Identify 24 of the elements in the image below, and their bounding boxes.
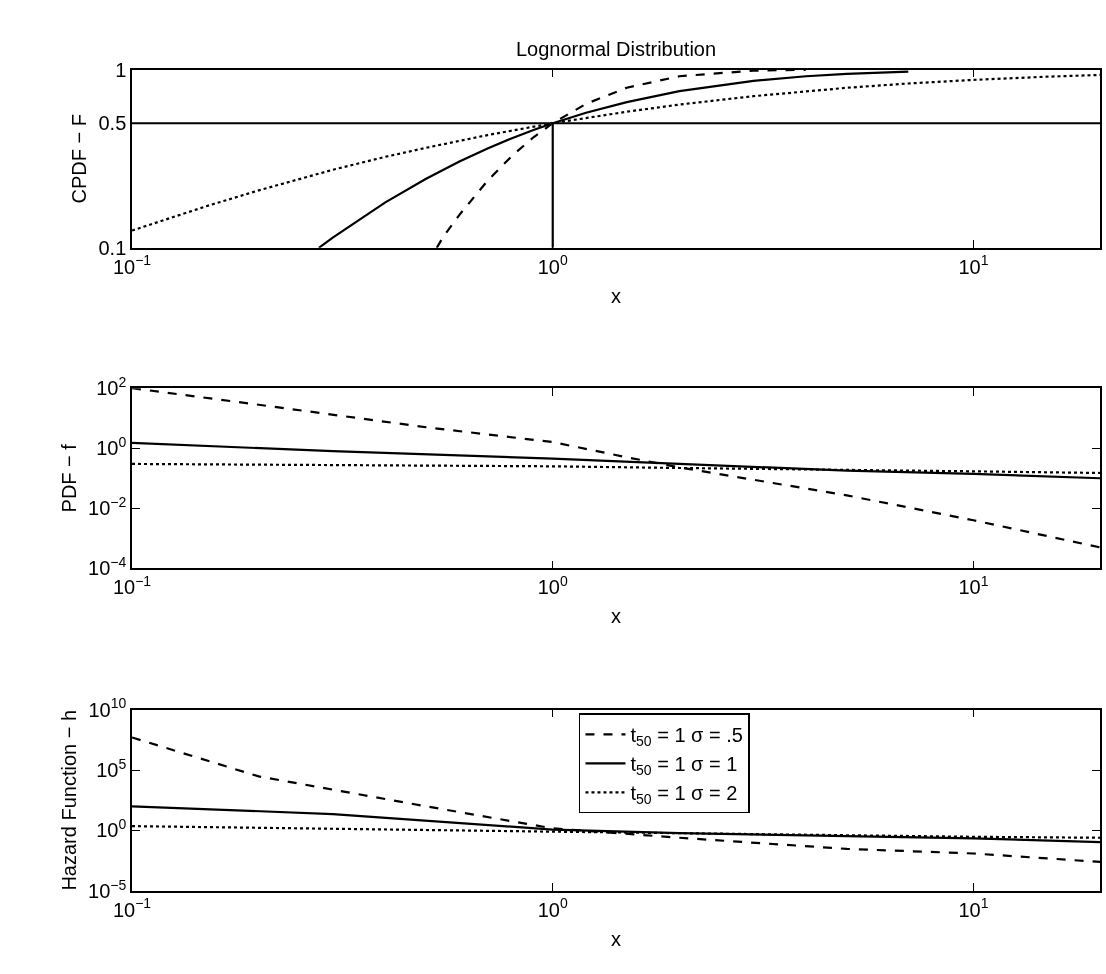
- y-tick-label: 10$^{2}$: [96, 373, 127, 400]
- y-tick-label: 10$^{0}$: [96, 433, 127, 460]
- legend-label: t$_{50}$ = 1 σ = 2: [630, 782, 738, 808]
- x-axis-title: x: [611, 927, 622, 950]
- y-tick-label: 1: [115, 58, 127, 81]
- x-axis-title: x: [611, 284, 622, 307]
- y-tick-label: 10$^{5}$: [96, 755, 127, 782]
- y-tick-label: 10$^{10}$: [88, 695, 127, 721]
- y-tick-label: 10$^{0}$: [96, 816, 127, 842]
- x-tick-label: 10$^{0}$: [537, 895, 568, 921]
- x-tick-label: 10$^{0}$: [537, 252, 568, 278]
- legend-label: t$_{50}$ = 1 σ = .5: [630, 724, 743, 750]
- chart-title: Lognormal Distribution: [516, 38, 717, 60]
- x-tick-label: 10$^{1}$: [958, 572, 989, 599]
- y-axis-title: CPDF − F: [68, 113, 91, 204]
- x-tick-label: 10$^{1}$: [958, 895, 989, 921]
- y-axis-title: Hazard Function − h: [58, 709, 81, 891]
- legend-label: t$_{50}$ = 1 σ = 1: [630, 753, 738, 779]
- x-tick-label: 10$^{1}$: [958, 252, 989, 278]
- y-axis-title: PDF − f: [58, 443, 81, 513]
- x-axis-title: x: [611, 605, 622, 628]
- y-tick-label: 0.5: [98, 112, 127, 135]
- y-tick-label: 10$^{−2}$: [88, 493, 127, 520]
- x-tick-label: 10$^{0}$: [537, 572, 568, 599]
